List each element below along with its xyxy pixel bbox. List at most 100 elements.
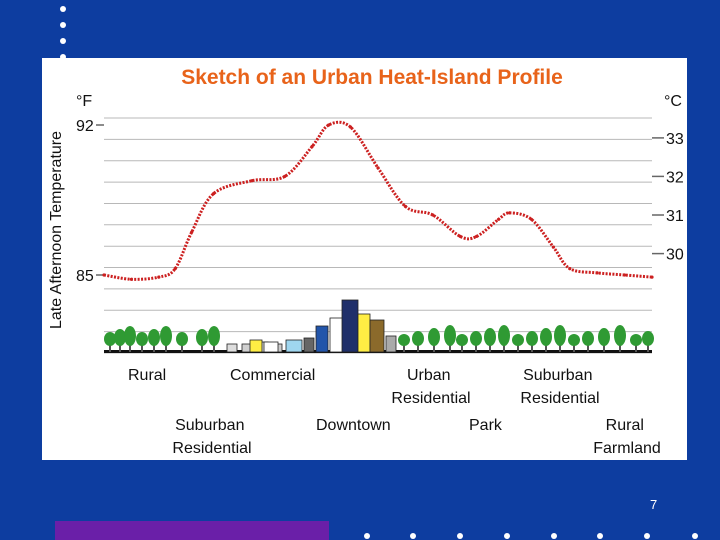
tree-trunk (531, 345, 533, 352)
tree-trunk (109, 345, 111, 352)
curve-point (551, 245, 555, 249)
building-icon (341, 299, 359, 353)
right-tick-label: 33 (666, 131, 684, 148)
tree-trunk (647, 345, 649, 352)
zone-label-downtown: Downtown (316, 417, 391, 434)
tree-trunk (119, 345, 121, 352)
tree-trunk (433, 345, 435, 352)
tree-icon (642, 331, 654, 346)
zone-label-suburban-top-line-1: Suburban (523, 367, 592, 384)
tree-trunk (153, 345, 155, 352)
tree-icon (124, 326, 136, 346)
curve-point (475, 234, 479, 238)
chart-title: Sketch of an Urban Heat-Island Profile (181, 66, 563, 89)
tree-trunk (403, 345, 405, 352)
curve-point (403, 204, 407, 208)
tree-trunk (181, 345, 183, 352)
tree-icon (444, 325, 456, 346)
zone-label-urban-residential: Urban Residential (391, 367, 470, 407)
zone-label-suburban-residential-bottom: Suburban Residential (172, 417, 251, 457)
figure-panel: Sketch of an Urban Heat-Island Profile L… (42, 58, 687, 460)
right-unit-label: °C (664, 93, 682, 110)
curve-point (650, 275, 654, 279)
zone-label-suburban-residential-top: Suburban Residential (520, 367, 599, 407)
tree-icon (554, 325, 566, 346)
curve-point (250, 179, 254, 183)
heat-island-chart: Sketch of an Urban Heat-Island Profile L… (48, 66, 684, 457)
curve-point (376, 166, 380, 170)
tree-icon (598, 328, 610, 346)
tree-icon (630, 334, 642, 346)
tree-trunk (635, 345, 637, 352)
footer-dot (644, 533, 650, 539)
zone-label-suburban-bottom-line-1: Suburban (175, 417, 244, 434)
curve-point (310, 144, 314, 148)
curve-points (102, 123, 654, 281)
building-icon (385, 335, 397, 353)
zone-label-commercial: Commercial (230, 367, 315, 384)
tick-labels: 92 85 33 32 31 30 (76, 118, 684, 285)
tree-icon (398, 334, 410, 346)
tree-icon (114, 329, 126, 346)
tree-icon (196, 329, 208, 346)
footer-dot (551, 533, 557, 539)
tree-icon (498, 325, 510, 346)
tree-icon (470, 331, 482, 346)
zone-label-suburban-top-line-2: Residential (520, 390, 599, 407)
curve-point (283, 174, 287, 178)
tree-trunk (129, 345, 131, 352)
tree-trunk (201, 345, 203, 352)
footer-dot (597, 533, 603, 539)
tree-trunk (475, 345, 477, 352)
curve-point (595, 271, 599, 275)
curve-point (623, 273, 627, 277)
tree-icon (484, 328, 496, 346)
curve-point (568, 267, 572, 271)
tree-icon (104, 332, 116, 346)
temperature-curve (103, 120, 653, 281)
tree-trunk (603, 345, 605, 352)
tree-trunk (545, 345, 547, 352)
building-icon (285, 339, 303, 353)
curve-point (349, 125, 353, 129)
curve-point (507, 211, 512, 215)
tree-trunk (619, 345, 621, 352)
building-icon (249, 339, 263, 353)
building-icon (303, 337, 315, 353)
tree-trunk (141, 345, 143, 352)
building-icon (369, 319, 385, 353)
bullet (60, 6, 66, 12)
tree-trunk (461, 345, 463, 352)
building-icon (315, 325, 329, 353)
footer-dot (457, 533, 463, 539)
curve-point (129, 277, 133, 281)
footer-dot (364, 533, 370, 539)
curve-point (212, 192, 216, 196)
zone-label-urban-line-2: Residential (391, 390, 470, 407)
tree-trunk (517, 345, 519, 352)
zone-label-rural-farmland: Rural Farmland (593, 417, 661, 457)
tree-icon (614, 325, 626, 346)
y-axis-label: Late Afternoon Temperature (48, 131, 65, 329)
right-tick-label: 31 (666, 208, 684, 225)
page-number: 7 (650, 497, 658, 512)
curve-point (157, 275, 161, 279)
tree-trunk (165, 345, 167, 352)
tree-trunk (417, 345, 419, 352)
bullet (60, 22, 66, 28)
bullet (60, 54, 66, 60)
zone-label-park: Park (469, 417, 503, 434)
tree-icon (428, 328, 440, 346)
left-unit-label: °F (76, 93, 92, 110)
right-tick-label: 30 (666, 247, 684, 264)
city-skyline (104, 299, 654, 353)
tree-icon (136, 332, 148, 346)
left-tick-label: 85 (76, 268, 94, 285)
grid (104, 117, 652, 354)
tree-trunk (587, 345, 589, 352)
curve-point (431, 213, 435, 217)
footer-dot (692, 533, 698, 539)
tree-trunk (503, 345, 505, 352)
tree-icon (208, 326, 220, 346)
tree-icon (582, 331, 594, 346)
